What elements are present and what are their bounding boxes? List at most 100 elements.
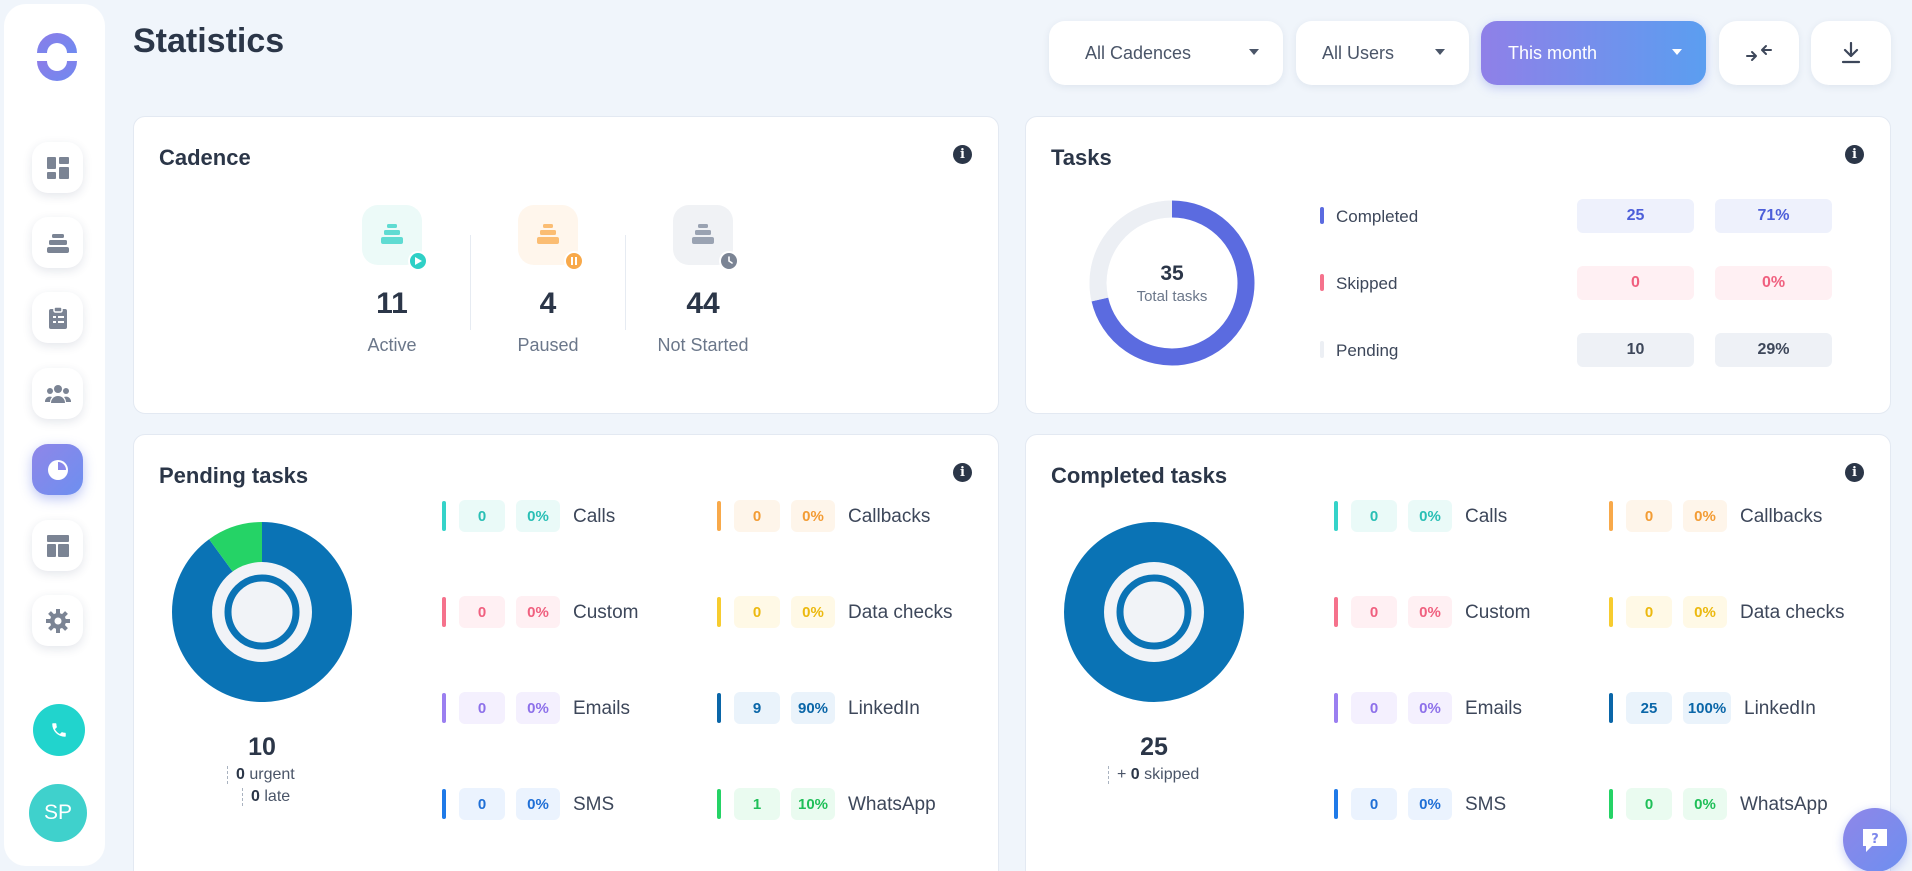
period-filter-label: This month <box>1508 42 1598 63</box>
slice-completed[interactable] <box>1091 200 1255 366</box>
task-type-calls: 0 0% Calls <box>442 500 712 532</box>
pending-late-count: 0 <box>251 788 260 806</box>
user-filter-select[interactable]: All Users <box>1296 21 1469 85</box>
cadence-not-started-label: Not Started <box>657 335 749 355</box>
layout-icon <box>46 534 69 557</box>
collapse-button[interactable] <box>1719 21 1799 85</box>
cadence-filter-select[interactable]: All Cadences <box>1049 21 1283 85</box>
cadence-active: 11 Active <box>322 205 462 356</box>
legend-percent: 29% <box>1715 333 1832 367</box>
cadence-not-started: 44 Not Started <box>633 205 773 356</box>
type-count: 0 <box>1351 500 1397 532</box>
type-label: WhatsApp <box>848 794 936 815</box>
collapse-arrows-icon <box>1746 45 1772 61</box>
phone-button[interactable] <box>33 704 85 756</box>
type-count: 25 <box>1626 692 1672 724</box>
layers-icon <box>692 224 714 244</box>
nav-dashboard[interactable] <box>32 142 83 193</box>
completed-skipped: + 0 skipped <box>1108 766 1199 784</box>
cadence-filter-label: All Cadences <box>1085 42 1192 63</box>
nav-templates[interactable] <box>32 520 83 571</box>
clock-icon <box>719 251 739 271</box>
layers-icon <box>537 224 559 244</box>
cadence-card: Cadence i <box>133 116 999 414</box>
type-label: WhatsApp <box>1740 794 1828 815</box>
type-label: Custom <box>1465 602 1531 623</box>
nav-team[interactable] <box>32 368 83 419</box>
nav-cadences[interactable] <box>32 217 83 268</box>
divider <box>625 235 626 330</box>
pending-late: 0 late <box>242 788 290 806</box>
sidebar: SP <box>4 4 105 866</box>
tasks-total: 35 <box>1160 262 1184 285</box>
phone-icon <box>52 723 66 737</box>
type-percent: 0% <box>516 500 560 532</box>
task-type-emails: 0 0% Emails <box>442 692 712 724</box>
type-percent: 0% <box>516 788 560 820</box>
completed-tasks-card: Completed tasks i <box>1025 434 1891 871</box>
type-count: 9 <box>734 692 780 724</box>
chevron-down-icon <box>1249 49 1259 55</box>
slice-linkedin[interactable] <box>1064 522 1244 702</box>
completed-tasks-title: Completed tasks <box>1051 463 1228 488</box>
legend-swatch <box>1320 207 1324 224</box>
download-button[interactable] <box>1811 21 1891 85</box>
tasks-title: Tasks <box>1051 145 1112 170</box>
slice-whatsapp[interactable] <box>209 522 263 574</box>
cadence-not-started-icon <box>673 205 739 271</box>
type-count: 1 <box>734 788 780 820</box>
task-type-sms: 0 0% SMS <box>1334 788 1604 820</box>
completed-skipped-prefix: + <box>1117 766 1127 784</box>
type-count: 0 <box>1626 596 1672 628</box>
type-swatch <box>1334 597 1338 627</box>
info-icon[interactable]: i <box>953 145 972 164</box>
nav-settings[interactable] <box>32 595 83 646</box>
type-count: 0 <box>459 500 505 532</box>
type-label: SMS <box>1465 794 1507 815</box>
type-percent: 0% <box>1408 596 1452 628</box>
logo-icon[interactable] <box>33 33 81 81</box>
task-type-custom: 0 0% Custom <box>1334 596 1604 628</box>
user-avatar[interactable]: SP <box>29 784 87 842</box>
nav-tasks[interactable] <box>32 292 83 343</box>
type-swatch <box>1609 501 1613 531</box>
clipboard-icon <box>48 305 67 329</box>
help-button[interactable]: ? <box>1843 808 1907 871</box>
task-type-emails: 0 0% Emails <box>1334 692 1604 724</box>
info-icon[interactable]: i <box>1845 463 1864 482</box>
info-icon[interactable]: i <box>1845 145 1864 164</box>
task-type-linkedin: 9 90% LinkedIn <box>717 692 987 724</box>
page-title: Statistics <box>133 22 285 60</box>
period-filter-select[interactable]: This month <box>1481 21 1706 85</box>
type-count: 0 <box>1351 692 1397 724</box>
cadence-paused-icon <box>518 205 584 271</box>
task-type-data-checks: 0 0% Data checks <box>1609 596 1879 628</box>
chevron-down-icon <box>1435 49 1445 55</box>
type-percent: 0% <box>1408 788 1452 820</box>
task-type-linkedin: 25 100% LinkedIn <box>1609 692 1879 724</box>
task-type-data-checks: 0 0% Data checks <box>717 596 987 628</box>
type-percent: 100% <box>1683 692 1731 724</box>
type-count: 0 <box>1351 788 1397 820</box>
cadence-paused-count: 4 <box>539 287 557 320</box>
legend-skipped: Skipped 0 0% <box>1320 266 1880 300</box>
legend-swatch <box>1320 341 1324 358</box>
type-label: SMS <box>573 794 615 815</box>
task-type-calls: 0 0% Calls <box>1334 500 1604 532</box>
cadence-active-label: Active <box>367 335 417 355</box>
type-label: Emails <box>573 698 631 719</box>
task-type-custom: 0 0% Custom <box>442 596 712 628</box>
slice-pending[interactable] <box>1089 200 1173 302</box>
legend-percent: 0% <box>1715 266 1832 300</box>
nav-statistics[interactable] <box>32 444 83 495</box>
pie-chart-icon <box>47 459 68 480</box>
info-icon[interactable]: i <box>953 463 972 482</box>
legend-count: 10 <box>1577 333 1694 367</box>
slice-linkedin[interactable] <box>172 522 352 702</box>
pause-icon <box>564 251 584 271</box>
layers-icon <box>46 233 69 253</box>
pending-tasks-title: Pending tasks <box>159 463 309 488</box>
type-count: 0 <box>459 788 505 820</box>
type-label: LinkedIn <box>1744 698 1816 719</box>
type-swatch <box>717 789 721 819</box>
